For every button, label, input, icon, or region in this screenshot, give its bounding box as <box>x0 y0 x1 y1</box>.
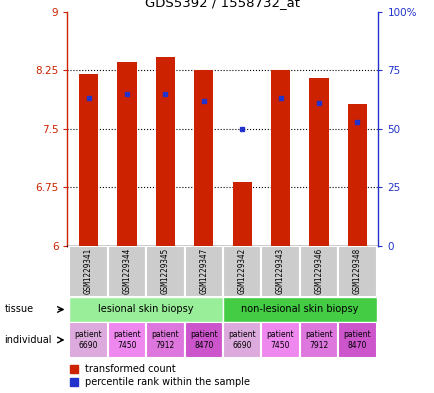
Bar <box>155 57 174 246</box>
Bar <box>299 246 337 297</box>
Text: GSM1229344: GSM1229344 <box>122 248 131 294</box>
Text: individual: individual <box>4 335 52 345</box>
Bar <box>222 297 376 322</box>
Text: GSM1229348: GSM1229348 <box>352 248 361 294</box>
Text: GSM1229342: GSM1229342 <box>237 248 246 294</box>
Text: transformed count: transformed count <box>84 364 175 374</box>
Text: patient
8470: patient 8470 <box>343 330 370 350</box>
Text: GSM1229345: GSM1229345 <box>161 248 169 294</box>
Bar <box>347 104 366 246</box>
Bar <box>222 322 261 358</box>
Text: patient
6690: patient 6690 <box>228 330 255 350</box>
Text: patient
6690: patient 6690 <box>75 330 102 350</box>
Bar <box>184 322 223 358</box>
Bar <box>117 62 136 246</box>
Text: patient
7450: patient 7450 <box>113 330 141 350</box>
Bar <box>146 246 184 297</box>
Text: patient
7912: patient 7912 <box>151 330 179 350</box>
Bar <box>79 74 98 246</box>
Bar <box>261 246 299 297</box>
Text: tissue: tissue <box>4 305 33 314</box>
Bar <box>69 322 108 358</box>
Bar <box>337 246 376 297</box>
Text: patient
8470: patient 8470 <box>190 330 217 350</box>
Text: GSM1229346: GSM1229346 <box>314 248 323 294</box>
Bar <box>309 78 328 246</box>
Bar <box>261 322 299 358</box>
Text: GSM1229347: GSM1229347 <box>199 248 208 294</box>
Text: lesional skin biopsy: lesional skin biopsy <box>98 305 194 314</box>
Bar <box>299 322 337 358</box>
Text: patient
7912: patient 7912 <box>304 330 332 350</box>
Bar <box>108 246 146 297</box>
Bar <box>108 322 146 358</box>
Bar <box>69 246 108 297</box>
Bar <box>146 322 184 358</box>
Bar <box>69 297 223 322</box>
Bar <box>222 246 261 297</box>
Text: patient
7450: patient 7450 <box>266 330 294 350</box>
Text: percentile rank within the sample: percentile rank within the sample <box>84 377 249 387</box>
Bar <box>194 70 213 246</box>
Bar <box>184 246 223 297</box>
Bar <box>232 182 251 246</box>
Text: non-lesional skin biopsy: non-lesional skin biopsy <box>240 305 358 314</box>
Bar <box>337 322 376 358</box>
Bar <box>270 70 289 246</box>
Title: GDS5392 / 1558732_at: GDS5392 / 1558732_at <box>145 0 300 9</box>
Text: GSM1229341: GSM1229341 <box>84 248 93 294</box>
Text: GSM1229343: GSM1229343 <box>276 248 284 294</box>
